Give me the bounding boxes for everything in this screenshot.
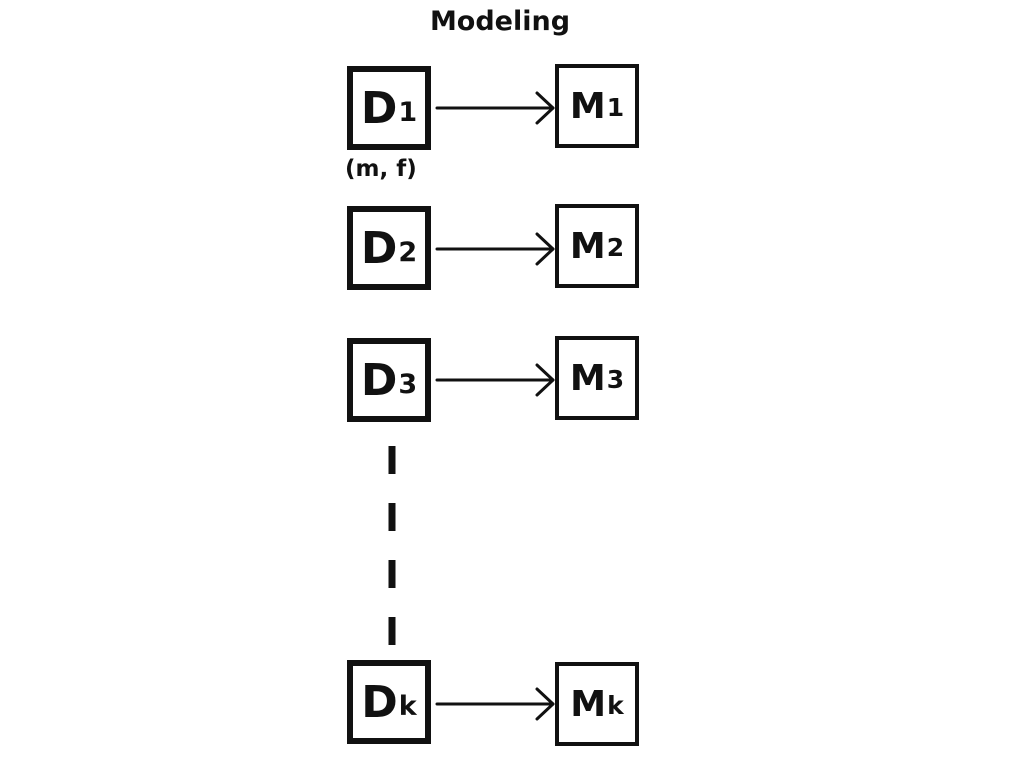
data-box-2-letter: D xyxy=(360,222,398,274)
model-box-3-letter: M xyxy=(569,357,606,399)
model-box-1-subscript: 1 xyxy=(606,92,625,122)
data-box-k-subscript: k xyxy=(398,690,417,722)
data-box-1-subscript: 1 xyxy=(398,96,418,128)
data-box-1-letter: D xyxy=(360,82,398,134)
model-box-3-subscript: 3 xyxy=(606,364,625,394)
model-box-k-letter: M xyxy=(570,683,607,725)
arrow-k xyxy=(435,687,555,721)
arrow-2 xyxy=(435,232,555,266)
data-box-3-subscript: 3 xyxy=(398,368,418,400)
pair-annotation: (m, f) xyxy=(345,156,417,182)
model-box-k-subscript: k xyxy=(607,690,624,720)
diagram-title: Modeling xyxy=(429,6,571,37)
data-box-2-subscript: 2 xyxy=(398,236,418,268)
model-box-1-letter: M xyxy=(569,85,606,127)
data-box-k-letter: D xyxy=(361,676,398,728)
model-box-2-letter: M xyxy=(569,225,606,267)
data-box-3-letter: D xyxy=(360,354,398,406)
arrow-3 xyxy=(435,363,555,397)
arrow-1 xyxy=(435,91,555,125)
model-box-2-subscript: 2 xyxy=(606,232,625,262)
